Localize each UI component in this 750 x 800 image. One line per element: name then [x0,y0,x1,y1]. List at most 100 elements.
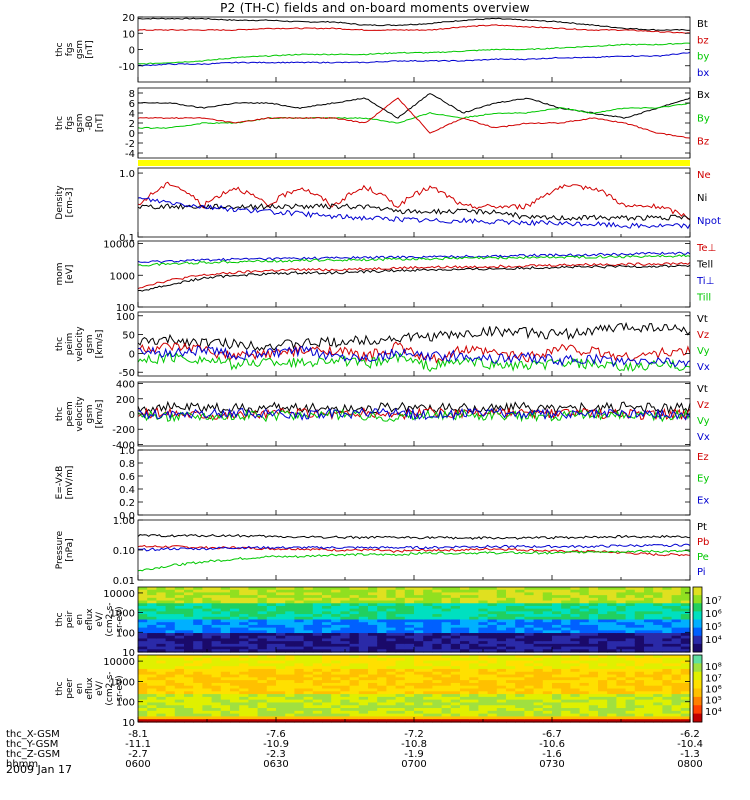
heatmap-cell [469,643,479,648]
heatmap-cell [644,611,654,615]
heatmap-cell [662,688,673,692]
heatmap-cell [469,605,479,610]
heatmap-cell [358,646,369,650]
heatmap-cell [598,713,608,718]
heatmap-cell [570,671,581,676]
heatmap-cell [625,663,636,667]
heatmap-cell [266,705,277,709]
heatmap-cell [588,600,599,604]
heatmap-cell [423,666,433,670]
heatmap-cell [662,666,673,670]
heatmap-cell [202,641,213,645]
heatmap-cell [441,600,452,604]
heatmap-cell [358,685,369,690]
heatmap-cell [395,708,406,712]
heatmap-cell [395,666,406,670]
heatmap-cell [368,630,378,634]
heatmap-cell [266,627,277,631]
heatmap-cell [552,694,562,698]
heatmap-cell [266,719,277,723]
heatmap-cell [662,716,673,720]
heatmap-cell [220,702,231,706]
heatmap-cell [211,668,222,673]
heatmap-cell [202,624,213,629]
heatmap-cell [349,619,360,623]
heatmap-cell [432,674,443,678]
heatmap-cell [506,694,516,698]
heatmap-cell [156,719,167,723]
heatmap-cell [184,635,194,640]
heatmap-cell [680,680,691,684]
heatmap-cell [616,605,627,610]
heatmap-cell [257,710,268,715]
heatmap-cell [450,633,461,637]
heatmap-cell [340,600,351,604]
heatmap-cell [515,635,525,640]
heatmap-cell [432,657,443,662]
heatmap-cell [533,619,544,623]
heatmap-cell [156,589,167,594]
heatmap-cell [561,663,571,667]
heatmap-cell [285,705,295,709]
heatmap-cell [184,611,194,615]
heatmap-cell [625,600,636,604]
heatmap-cell [634,611,645,615]
heatmap-cell [248,666,259,670]
heatmap-cell [303,702,314,706]
heatmap-cell [542,600,553,604]
heatmap-cell [524,649,535,653]
heatmap-cell [165,605,176,610]
heatmap-cell [404,713,415,718]
y-tick-label: 10 [122,648,135,659]
heatmap-cell [598,716,608,720]
heatmap-cell [487,677,498,681]
heatmap-cell [193,627,203,631]
heatmap-cell [266,635,277,640]
y-axis-label: thc [55,42,65,56]
heatmap-cell [496,680,507,684]
heatmap-cell [542,713,553,718]
heatmap-cell [634,597,645,602]
heatmap-cell [358,716,369,720]
heatmap-cell [588,655,599,659]
heatmap-cell [579,608,590,612]
heatmap-cell [202,657,213,662]
heatmap-cell [616,680,627,684]
heatmap-cell [156,682,167,687]
heatmap-cell [285,600,295,604]
heatmap-cell [386,710,397,715]
heatmap-cell [230,587,240,591]
heatmap-cell [276,616,286,621]
heatmap-cell [414,627,424,631]
heatmap-cell [552,619,562,623]
heatmap-cell [598,699,608,704]
heatmap-cell [487,641,498,645]
heatmap-cell [395,688,406,692]
colorbar-tick-label: 10⁷ [705,596,722,607]
heatmap-cell [662,627,673,631]
heatmap-cell [524,619,535,623]
heatmap-cell [423,719,433,723]
heatmap-cell [138,624,148,629]
heatmap-cell [644,719,654,723]
heatmap-cell [441,589,452,594]
heatmap-cell [506,600,516,604]
heatmap-cell [331,595,341,599]
heatmap-cell [266,710,277,715]
heatmap-cell [165,666,176,670]
heatmap-cell [322,635,332,640]
heatmap-cell [533,597,544,602]
heatmap-cell [496,716,507,720]
heatmap-cell [432,611,443,615]
heatmap-cell [156,688,167,692]
heatmap-cell [506,638,516,642]
heatmap-cell [230,595,240,599]
heatmap-cell [598,622,608,626]
heatmap-cell [340,638,351,642]
heatmap-cell [331,619,341,623]
heatmap-cell [524,592,535,596]
heatmap-cell [588,716,599,720]
heatmap-cell [662,589,673,594]
heatmap-cell [561,696,571,701]
heatmap-cell [331,691,341,695]
